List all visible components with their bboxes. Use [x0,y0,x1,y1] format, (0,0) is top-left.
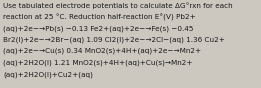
Text: (aq)+2H2O(l)+Cu2+(aq): (aq)+2H2O(l)+Cu2+(aq) [3,71,93,78]
Text: (aq)+2e−→Cu(s) 0.34 MnO2(s)+4H+(aq)+2e−→Mn2+: (aq)+2e−→Cu(s) 0.34 MnO2(s)+4H+(aq)+2e−→… [3,48,201,54]
Text: Use tabulated electrode potentials to calculate ΔG°rxn for each: Use tabulated electrode potentials to ca… [3,2,233,9]
Text: (aq)+2H2O(l) 1.21 MnO2(s)+4H+(aq)+Cu(s)→Mn2+: (aq)+2H2O(l) 1.21 MnO2(s)+4H+(aq)+Cu(s)→… [3,59,193,66]
Text: Br2(l)+2e−→2Br−(aq) 1.09 Cl2(l)+2e−→2Cl−(aq) 1.36 Cu2+: Br2(l)+2e−→2Br−(aq) 1.09 Cl2(l)+2e−→2Cl−… [3,37,225,43]
Text: reaction at 25 °C. Reduction half-reaction E°(V) Pb2+: reaction at 25 °C. Reduction half-reacti… [3,13,196,21]
Text: (aq)+2e−→Pb(s) −0.13 Fe2+(aq)+2e−→Fe(s) −0.45: (aq)+2e−→Pb(s) −0.13 Fe2+(aq)+2e−→Fe(s) … [3,25,193,32]
